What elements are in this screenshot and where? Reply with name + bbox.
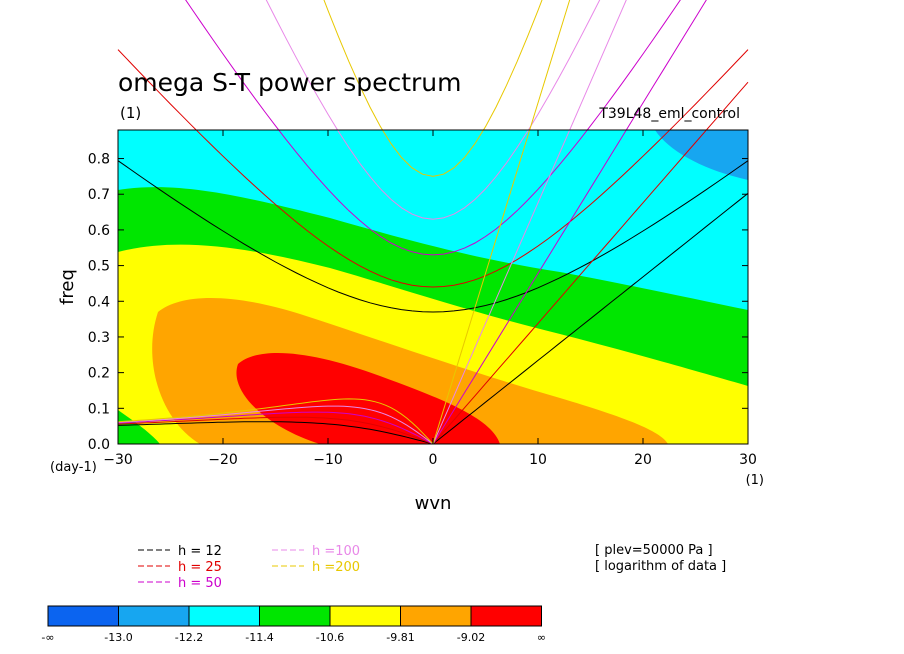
legend-label: h = 50 [178, 576, 222, 591]
colorbar-label: -9.02 [457, 631, 485, 644]
y-tick-label: 0.2 [88, 366, 110, 382]
legend-label: h = 25 [178, 560, 222, 575]
x-tick-label: −30 [103, 452, 133, 468]
colorbar-label: -∞ [41, 631, 54, 644]
gravity-wave-curve [117, 49, 749, 288]
kelvin-wave-curve [432, 0, 707, 444]
dispersion-curves [117, 0, 749, 444]
x-tick-label: 30 [739, 452, 757, 468]
transform-info: [ logarithm of data ] [595, 559, 726, 574]
x-tick-label: −20 [208, 452, 238, 468]
y-tick-label: 0.7 [88, 187, 110, 203]
gravity-wave-curve [323, 0, 543, 177]
legend-label: h =200 [312, 560, 360, 575]
colorbar-swatch [118, 605, 190, 627]
kelvin-wave-curve [432, 0, 627, 444]
gravity-wave-curve [117, 160, 749, 313]
y-axis-label: freq [57, 269, 78, 305]
colorbar-label: -13.0 [104, 631, 132, 644]
y-tick-label: 0.3 [88, 330, 110, 346]
gravity-wave-curve [265, 0, 601, 220]
y-unit-label: (day-1) [50, 460, 97, 475]
run-name: T39L48_eml_control [598, 106, 740, 122]
colorbar-swatch [470, 605, 542, 627]
colorbar-label: -12.2 [175, 631, 203, 644]
colorbar-label: -10.6 [316, 631, 344, 644]
legend-label: h = 12 [178, 544, 222, 559]
colorbar: -∞ -13.0 -12.2 -11.4 -10.6 -9.81 -9.02 ∞ [41, 605, 546, 644]
y-tick-label: 0.0 [88, 437, 110, 453]
chart-subtitle: (1) [120, 104, 141, 122]
gravity-wave-curve [185, 0, 681, 256]
y-tick-label: 0.5 [88, 259, 110, 275]
chart-title: omega S-T power spectrum [118, 68, 462, 97]
kelvin-wave-curve [432, 0, 571, 444]
x-axis-label: wvn [415, 493, 452, 514]
colorbar-swatch [329, 605, 401, 627]
rossby-wave-curve [117, 405, 434, 444]
x-tick-label: 20 [634, 452, 652, 468]
rossby-wave-curve [117, 411, 434, 444]
colorbar-label: -9.81 [386, 631, 414, 644]
y-tick-label: 0.4 [88, 294, 110, 310]
x-tick-label: 10 [529, 452, 547, 468]
colorbar-swatch [259, 605, 331, 627]
colorbar-label: ∞ [537, 631, 546, 644]
x-tick-label: 0 [429, 452, 438, 468]
colorbar-swatch [47, 605, 119, 627]
x-tick-label: −10 [313, 452, 343, 468]
level-info: [ plev=50000 Pa ] [595, 543, 713, 558]
colorbar-swatch [400, 605, 472, 627]
x-unit-label: (1) [746, 473, 764, 488]
rossby-wave-curve [117, 398, 434, 444]
axes: −30 −20 −10 0 10 20 30 0.0 0.1 0.2 0.3 0.4 0.5 0.6 0.7… [88, 130, 757, 468]
rossby-wave-curve [117, 421, 434, 444]
y-tick-label: 0.8 [88, 152, 110, 168]
legend-label: h =100 [312, 544, 360, 559]
y-tick-label: 0.6 [88, 223, 110, 239]
kelvin-wave-curve [432, 192, 749, 444]
y-tick-label: 0.1 [88, 401, 110, 417]
colorbar-label: -11.4 [245, 631, 273, 644]
colorbar-swatch [188, 605, 260, 627]
rossby-wave-curve [117, 416, 434, 444]
kelvin-wave-curve [432, 81, 749, 444]
